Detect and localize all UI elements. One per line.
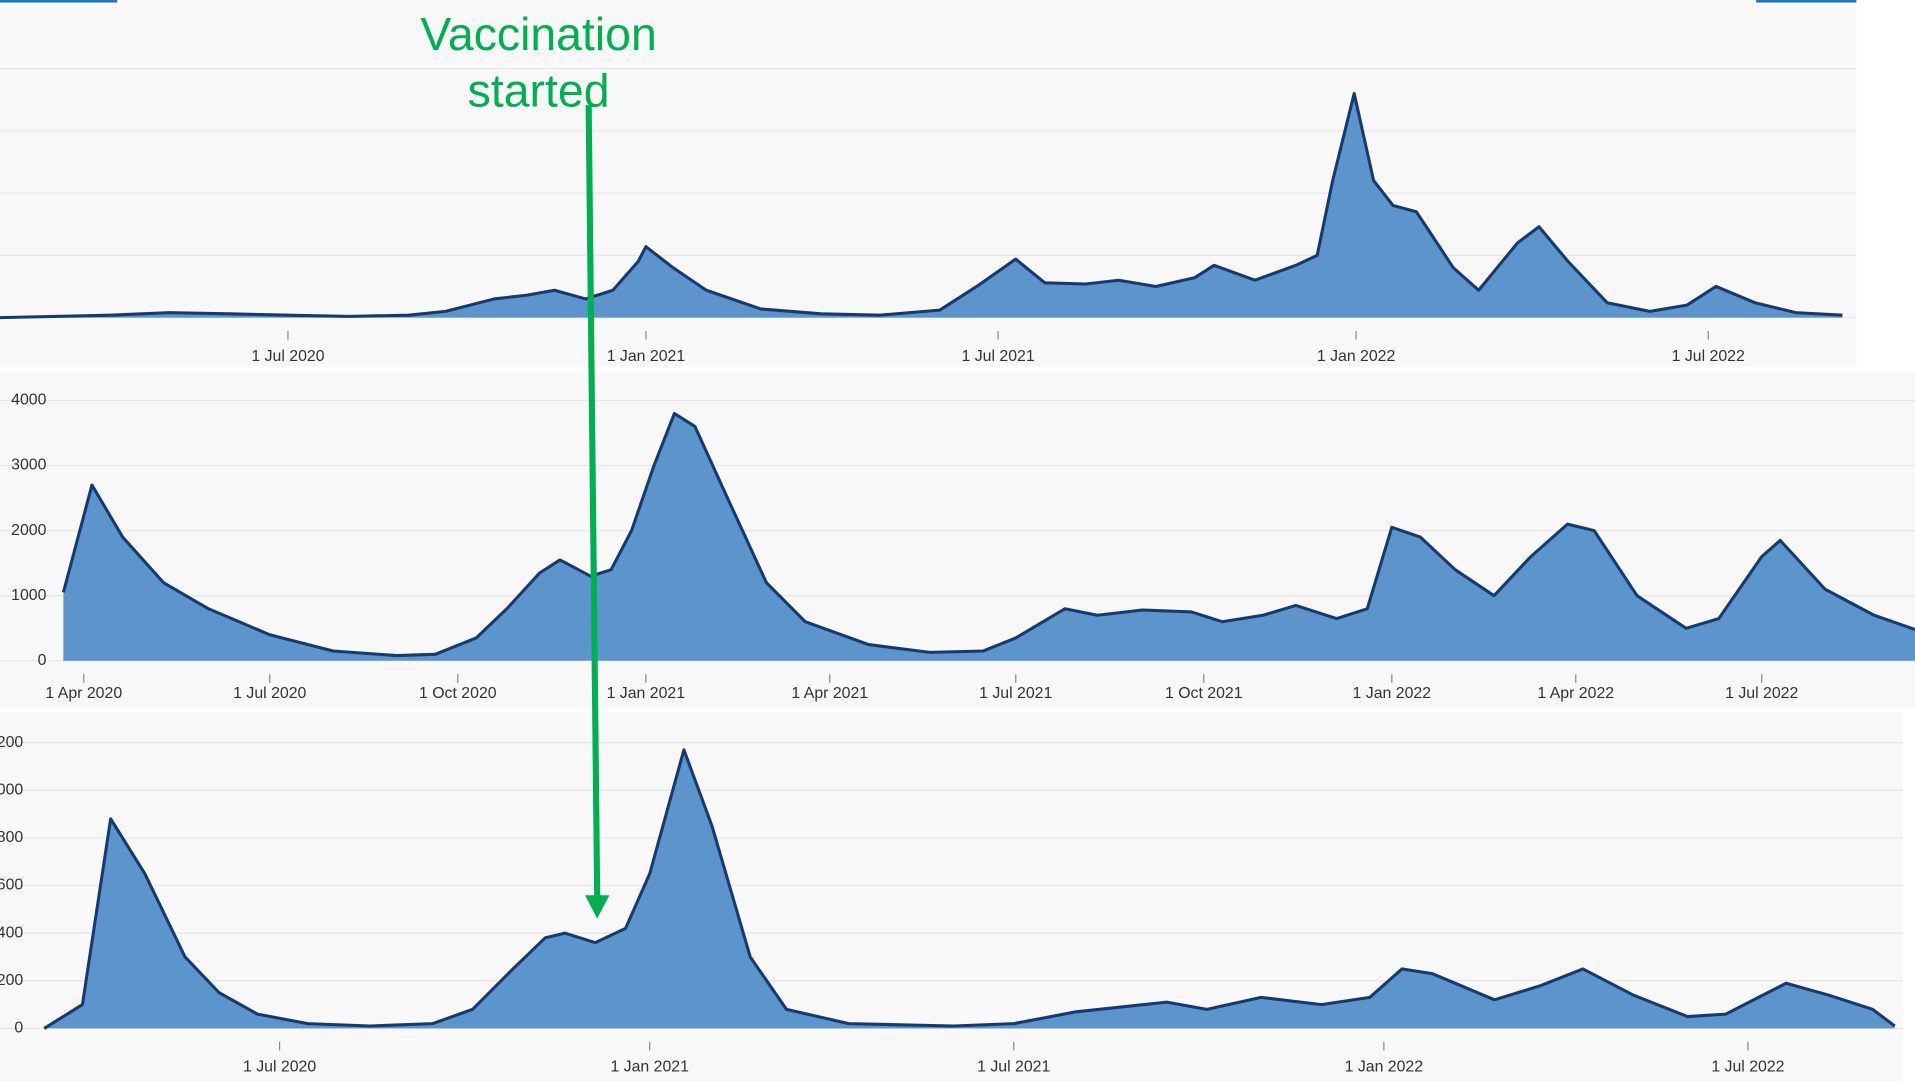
x-tick-label: 1 Jul 2022 — [1711, 1059, 1784, 1076]
line — [0, 91, 1843, 320]
x-tick-label: 1 Oct 2020 — [419, 685, 497, 702]
annotation-arrow — [585, 105, 601, 899]
x-tick-label: 1 Jul 2020 — [233, 685, 306, 702]
x-tick-label: 1 Jan 2021 — [610, 1059, 689, 1076]
y-tick-label: 400 — [0, 924, 23, 941]
tab-underline — [1756, 0, 1857, 3]
area — [63, 413, 1915, 661]
area — [44, 749, 1895, 1029]
y-tick-label: 200 — [0, 972, 23, 989]
line — [61, 411, 1915, 658]
y-tick-label: 4000 — [11, 392, 46, 409]
y-tick-label: 800 — [0, 829, 23, 846]
tab-underline — [0, 0, 118, 3]
area — [0, 93, 1843, 318]
y-tick-label: 3000 — [11, 457, 46, 474]
y-tick-label: 0 — [38, 652, 47, 669]
x-tick-label: 1 Oct 2021 — [1165, 685, 1243, 702]
y-tick-label: 0 — [14, 1020, 23, 1037]
x-tick-label: 1 Jul 2022 — [1725, 685, 1798, 702]
x-tick-label: 1 Apr 2021 — [791, 685, 868, 702]
y-tick-label: 1000 — [11, 587, 46, 604]
annotation: started — [468, 64, 610, 116]
x-tick-label: 1 Jan 2021 — [607, 348, 686, 365]
x-tick-label: 1 Jul 2020 — [243, 1059, 316, 1076]
x-tick-label: 1 Jan 2022 — [1317, 348, 1396, 365]
plots: 1 Jul 2020 1 Jan 2021 1 Jul 2021 1 Jan 2022… — [0, 67, 1915, 1076]
x-tick-label: 1 Jul 2021 — [979, 685, 1052, 702]
annotation-arrowhead — [585, 895, 610, 919]
y-tick-label: 1000 — [0, 781, 23, 798]
x-tick-label: 1 Jul 2021 — [962, 348, 1035, 365]
x-tick-label: 1 Apr 2022 — [1537, 685, 1614, 702]
annotation: Vaccination — [420, 8, 656, 60]
y-tick-label: 600 — [0, 877, 23, 894]
x-tick-label: 1 Jul 2021 — [977, 1059, 1050, 1076]
x-tick-label: 1 Jan 2022 — [1353, 685, 1432, 702]
x-tick-label: 1 Jan 2022 — [1345, 1059, 1424, 1076]
y-tick-label: 2000 — [11, 522, 46, 539]
x-tick-label: 1 Jul 2022 — [1672, 348, 1745, 365]
line — [43, 748, 1896, 1030]
x-tick-label: 1 Jan 2021 — [607, 685, 686, 702]
x-tick-label: 1 Apr 2020 — [45, 685, 122, 702]
y-tick-label: 1200 — [0, 734, 23, 751]
x-tick-label: 1 Jul 2020 — [251, 348, 324, 365]
